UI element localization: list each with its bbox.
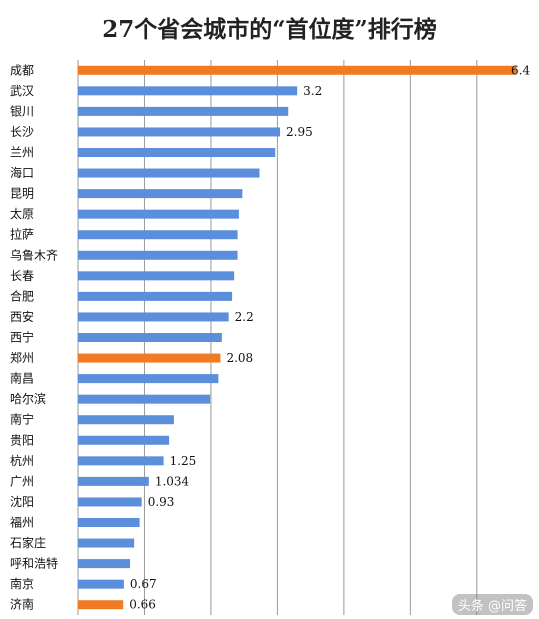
data-label: 2.95	[286, 125, 313, 139]
category-label: 西安	[10, 309, 34, 324]
bar	[78, 312, 229, 322]
category-label: 西宁	[10, 330, 34, 345]
bar	[78, 168, 260, 178]
category-label: 石家庄	[10, 535, 46, 550]
category-label: 合肥	[10, 288, 34, 303]
watermark: 头条 @问答	[451, 594, 533, 615]
data-label: 0.93	[148, 495, 175, 509]
category-label: 广州	[10, 474, 34, 488]
data-label: 1.034	[155, 474, 190, 488]
bar	[78, 415, 174, 425]
category-label: 呼和浩特	[10, 556, 58, 571]
category-label: 哈尔滨	[10, 391, 46, 406]
bar	[78, 106, 289, 116]
bar	[78, 271, 235, 281]
category-label: 武汉	[10, 84, 34, 98]
bar	[78, 476, 149, 486]
data-label: 3.2	[303, 84, 322, 98]
category-label: 郑州	[10, 350, 34, 365]
data-label: 0.66	[129, 598, 156, 612]
bar	[78, 291, 233, 301]
category-label: 沈阳	[10, 494, 34, 509]
bar	[78, 250, 238, 260]
bar	[78, 538, 135, 548]
bar	[78, 518, 140, 527]
data-label: 2.08	[226, 351, 253, 365]
bar	[78, 435, 170, 445]
category-label: 银川	[10, 104, 34, 118]
bar	[78, 209, 239, 219]
bar	[78, 374, 219, 384]
data-label: 2.2	[235, 310, 254, 324]
bar	[78, 127, 281, 137]
category-label: 南宁	[10, 412, 34, 427]
bar	[78, 86, 298, 96]
category-label: 拉萨	[10, 227, 34, 242]
category-label: 乌鲁木齐	[10, 247, 58, 262]
category-label: 福州	[10, 515, 34, 530]
bar	[78, 65, 517, 75]
bar	[78, 353, 221, 363]
data-label: 6.4	[511, 63, 530, 77]
chart-title: 27个省会城市的“首位度”排行榜	[102, 16, 437, 43]
bar	[78, 189, 243, 199]
bar	[78, 579, 124, 589]
category-label: 南昌	[10, 371, 34, 386]
bar	[78, 559, 131, 569]
bar	[78, 600, 124, 610]
bar	[78, 497, 142, 507]
category-label: 昆明	[10, 187, 34, 201]
category-label: 贵阳	[10, 433, 34, 447]
category-label: 兰州	[10, 146, 34, 160]
bar	[78, 456, 164, 466]
category-label: 杭州	[10, 453, 34, 468]
bar	[78, 230, 238, 240]
bar	[78, 333, 222, 342]
category-label: 南京	[10, 576, 34, 591]
bar	[78, 148, 276, 157]
data-label: 0.67	[130, 577, 157, 591]
category-label: 太原	[10, 206, 34, 221]
category-label: 成都	[10, 63, 34, 77]
category-label: 济南	[10, 597, 34, 612]
category-label: 长春	[10, 269, 34, 283]
bar	[78, 394, 211, 404]
category-label: 海口	[10, 165, 34, 180]
category-label: 长沙	[10, 125, 34, 139]
data-label: 1.25	[170, 454, 197, 468]
